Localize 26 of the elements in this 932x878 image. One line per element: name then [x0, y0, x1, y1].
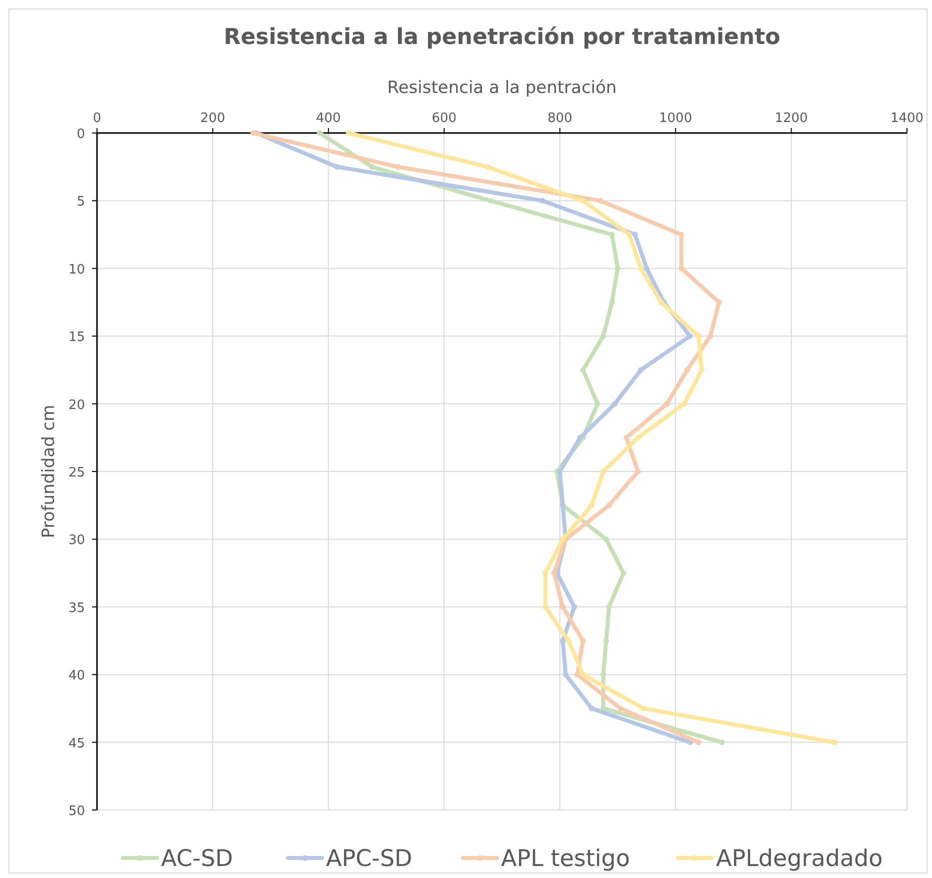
x-tick-label: 1400: [890, 111, 924, 126]
y-tick-label: 0: [76, 127, 85, 142]
x-tick-label: 0: [92, 111, 102, 126]
x-tick-label: 400: [316, 111, 341, 126]
y-tick-label: 5: [76, 194, 85, 210]
y-tick-label: 25: [68, 466, 85, 480]
legend-label: APC-SD: [326, 846, 412, 872]
x-axis-title: Resistencia a la pentración: [387, 78, 617, 98]
legend-label: AC-SD: [161, 846, 233, 872]
x-tick-label: 600: [432, 111, 457, 126]
y-tick-label: 50: [68, 804, 85, 819]
chart-title: Resistencia a la penetración por tratamiento: [224, 25, 780, 50]
y-tick-label: 20: [68, 398, 85, 413]
y-tick-label: 45: [68, 736, 85, 752]
x-tick-label: 1000: [659, 111, 692, 126]
legend-label: APLdegradado: [716, 846, 883, 872]
y-tick-label: 10: [68, 262, 85, 278]
y-tick-label: 30: [68, 533, 85, 548]
legend-label: APL testigo: [501, 846, 630, 872]
y-tick-label: 35: [68, 600, 85, 616]
x-tick-label: 1200: [774, 111, 808, 126]
y-tick-label: 15: [68, 330, 85, 346]
y-axis-title: Profundidad cm: [39, 404, 59, 538]
x-tick-label: 800: [547, 111, 572, 126]
y-tick-label: 40: [68, 668, 85, 684]
x-tick-label: 200: [200, 111, 226, 126]
